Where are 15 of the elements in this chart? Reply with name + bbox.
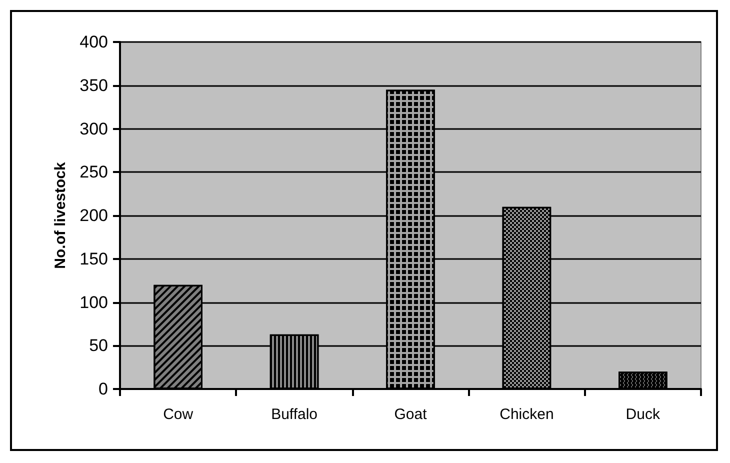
y-tick-label: 200 bbox=[80, 206, 108, 225]
y-tick-label: 350 bbox=[80, 76, 108, 95]
y-tick-label: 150 bbox=[80, 249, 108, 268]
x-tick-label: Goat bbox=[394, 406, 428, 423]
y-tick-label: 0 bbox=[98, 380, 108, 398]
y-tick-label: 250 bbox=[80, 162, 108, 182]
x-tick-label: Chicken bbox=[500, 406, 554, 423]
y-tick-label: 400 bbox=[80, 32, 108, 52]
x-tick-label: Duck bbox=[626, 406, 660, 423]
x-tick-label: Cow bbox=[163, 406, 194, 423]
y-axis-title: No.of livestock bbox=[52, 162, 69, 269]
y-tick-label: 100 bbox=[80, 292, 108, 312]
y-tick-label: 300 bbox=[80, 119, 108, 138]
x-tick-label: Buffalo bbox=[271, 406, 318, 423]
y-tick-label: 50 bbox=[89, 336, 108, 356]
